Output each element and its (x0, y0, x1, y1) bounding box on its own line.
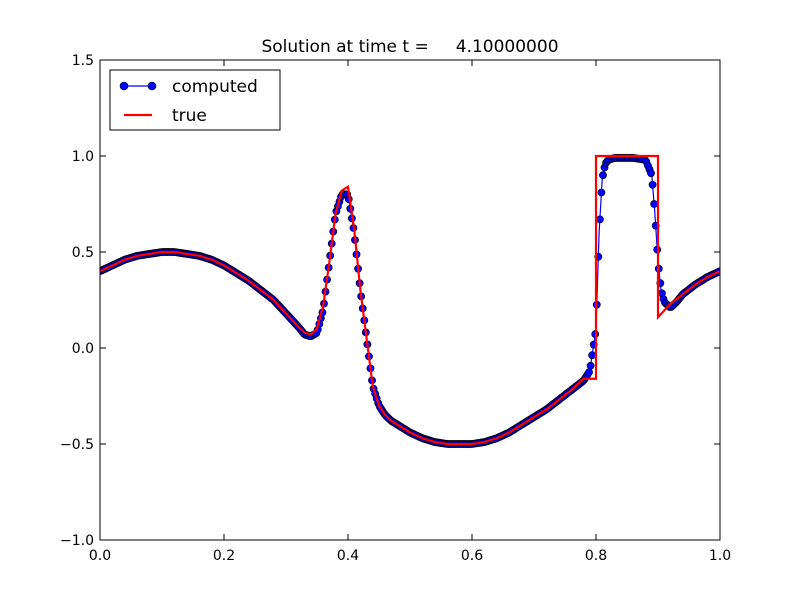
x-tick-label: 0.0 (89, 548, 111, 564)
series-computed-marker (595, 215, 604, 224)
axis-tick-labels: 0.0 0.2 0.4 0.6 0.8 1.0 −1.0 −0.5 0.0 0.5 1.0 1.5 (60, 53, 731, 564)
series-computed-marker (648, 180, 657, 189)
y-tick-label: 1.0 (72, 149, 94, 165)
x-tick-label: 0.4 (337, 548, 359, 564)
y-tick-label: −0.5 (60, 437, 94, 453)
x-tick-label: 1.0 (709, 548, 731, 564)
series-computed-marker (597, 188, 606, 197)
series-true-line (100, 154, 720, 446)
x-tick-label: 0.2 (213, 548, 235, 564)
legend-computed-marker-right (147, 81, 157, 91)
x-tick-label: 0.8 (585, 548, 607, 564)
legend-label-true: true (172, 106, 207, 126)
series-computed-marker (647, 169, 655, 178)
series-computed-marker (588, 351, 597, 360)
legend-box (109, 69, 281, 131)
series-computed-marker (599, 171, 607, 180)
y-tick-label: 0.0 (72, 341, 94, 357)
series-computed-marker (586, 361, 595, 370)
series-computed-marker (650, 200, 659, 208)
axes-frame (99, 59, 721, 541)
axis-ticks (99, 59, 721, 541)
chart-title: Solution at time t = 4.10000000 (261, 37, 558, 57)
y-tick-label: 0.5 (72, 245, 94, 261)
legend: computed true (109, 69, 281, 131)
y-tick-label: −1.0 (60, 533, 94, 549)
x-tick-label: 0.6 (461, 548, 483, 564)
legend-computed-marker-left (119, 81, 129, 91)
y-tick-label: 1.5 (72, 53, 94, 69)
series-computed-marker (585, 368, 593, 377)
plot-area (100, 154, 720, 448)
legend-label-computed: computed (172, 77, 258, 97)
